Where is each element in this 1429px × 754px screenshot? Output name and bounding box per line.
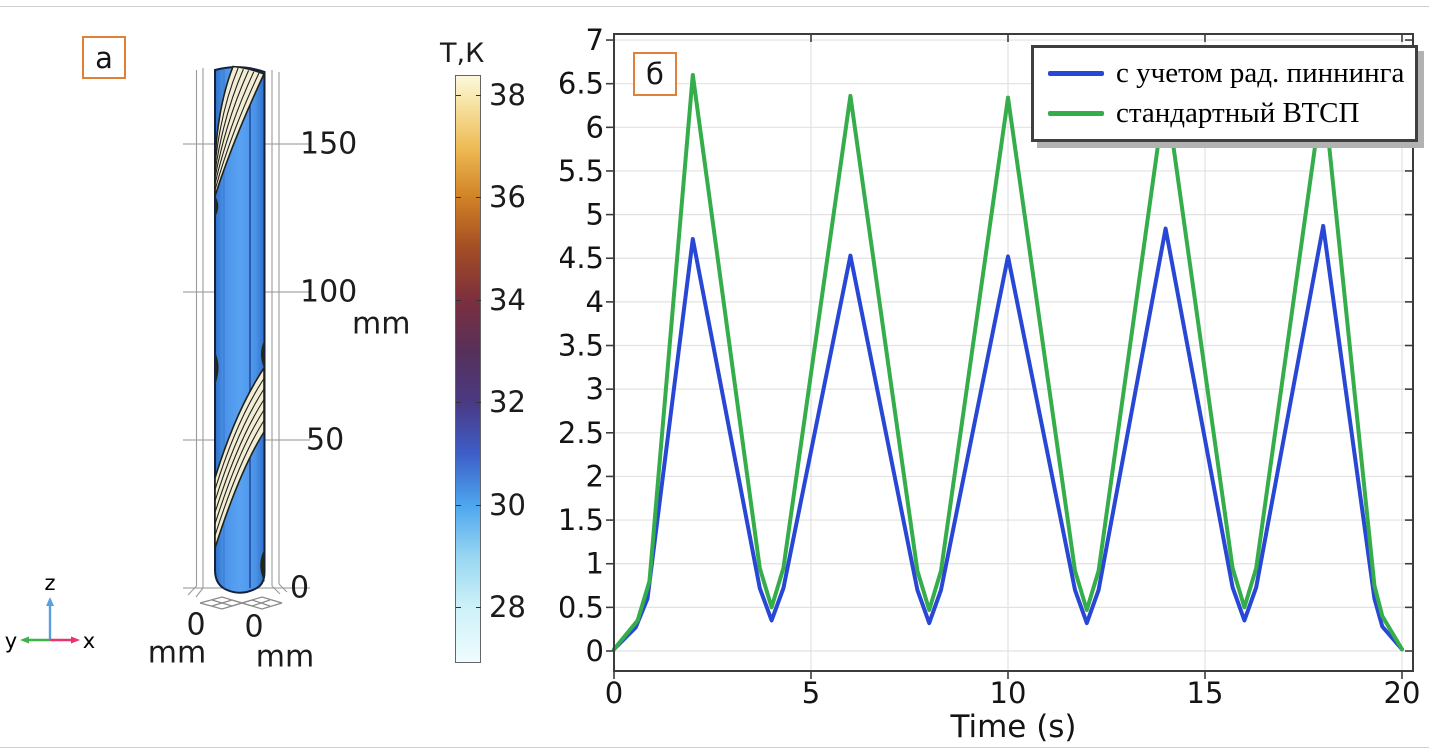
y-tick-label: 2.5 — [560, 416, 604, 450]
colorbar-tick-mark — [476, 607, 481, 608]
triad-x-label: x — [83, 629, 95, 653]
series-line-standard — [612, 72, 1404, 652]
document-bottom-rule — [0, 747, 1429, 748]
legend-series-label: стандартный ВТСП — [1116, 97, 1360, 129]
y-tick-label: 7 — [586, 23, 604, 57]
base-mesh — [199, 596, 283, 610]
z-tick-0: 0 — [290, 570, 310, 606]
x-tick-label: 15 — [1187, 676, 1224, 710]
x-tick-label: 10 — [990, 676, 1027, 710]
helix-hidden-edges — [215, 196, 265, 582]
y-tick-label: 6.5 — [560, 67, 604, 101]
legend-line-swatch — [1048, 111, 1104, 116]
legend-row: с учетом рад. пиннинга — [1048, 57, 1415, 90]
y-axis-zero: 0 — [244, 609, 264, 645]
colorbar-tick-mark — [456, 607, 461, 608]
legend-series-label: с учетом рад. пиннинга — [1116, 57, 1405, 89]
z-axis-unit: mm — [352, 306, 411, 342]
x-axis-zero: 0 — [186, 607, 206, 643]
y-tick-label: 6 — [586, 110, 604, 144]
panel-b-label: б — [646, 57, 664, 91]
helix-tape-top — [214, 65, 266, 197]
colorbar-tick-label: 30 — [489, 487, 526, 522]
colorbar-tick-label: 28 — [489, 590, 526, 624]
panel-b-label-box: б — [633, 52, 677, 96]
y-tick-label: 5 — [586, 198, 604, 232]
triad-z-label: z — [44, 571, 55, 595]
panel-b-chart: 0 5 10 15 20 0 0.5 1 1.5 2 2.5 3 3.5 4 4.5 5 5.5 6 6.5 7 Tim… — [560, 0, 1429, 754]
x-tick-label: 20 — [1384, 676, 1421, 710]
x-tick-label: 5 — [802, 676, 820, 710]
colorbar-tick-label: 38 — [489, 78, 526, 112]
colorbar-gradient — [455, 75, 481, 663]
chart-legend: с учетом рад. пиннинга стандартный ВТСП — [1031, 45, 1418, 142]
colorbar-tick-mark — [476, 504, 481, 506]
x-axis-label: Time (s) — [949, 709, 1076, 745]
colorbar-tick-mark — [476, 197, 481, 199]
z-tick-100: 100 — [300, 274, 358, 310]
series-line-pinning — [612, 223, 1404, 652]
colorbar-tick-mark — [476, 402, 481, 404]
triad-y-label: y — [5, 629, 17, 653]
y-tick-label: 5.5 — [560, 154, 604, 188]
plot-frame — [613, 33, 1414, 672]
legend-line-swatch — [1048, 71, 1104, 76]
y-tick-label: 3.5 — [560, 329, 604, 363]
y-tick-label: 1.5 — [560, 503, 604, 537]
z-tick-50: 50 — [306, 422, 345, 458]
y-tick-label: 3 — [586, 372, 604, 406]
y-tick-label: 0.5 — [560, 590, 604, 624]
z-tick-150: 150 — [300, 126, 358, 162]
colorbar-tick-label: 34 — [489, 282, 526, 317]
colorbar-tick-mark — [456, 299, 461, 301]
legend-row: стандартный ВТСП — [1048, 97, 1415, 130]
x-axis-unit: mm — [147, 635, 207, 671]
colorbar-tick-mark — [456, 95, 461, 96]
chart-canvas: 0 5 10 15 20 0 0.5 1 1.5 2 2.5 3 3.5 4 4.5 5 5.5 6 6.5 7 Tim… — [560, 23, 1421, 745]
y-tick-label: 4 — [586, 285, 604, 319]
helix-tape-middle — [214, 365, 265, 549]
colorbar-tick-mark — [456, 504, 461, 506]
colorbar-tick-mark — [476, 95, 481, 96]
y-axis-unit: mm — [255, 639, 315, 675]
y-tick-label: 4.5 — [560, 241, 604, 275]
colorbar-title: Т,К — [440, 38, 485, 69]
panel-a-label: а — [95, 40, 113, 75]
x-tick-label: 0 — [605, 676, 623, 710]
colorbar-tick-label: 36 — [489, 180, 526, 215]
panel-a-label-box: а — [82, 36, 126, 79]
axis-triad: z y x — [5, 571, 95, 653]
wireframe-cylinder — [187, 68, 288, 598]
y-tick-label: 1 — [586, 547, 604, 581]
colorbar-tick-mark — [456, 402, 461, 404]
colorbar-tick-label: 32 — [489, 385, 526, 420]
y-tick-label: 0 — [586, 634, 604, 668]
y-tick-label: 2 — [586, 459, 604, 493]
panel-a-3d-model: z y x 150 100 50 0 mm 0 0 mm mm — [0, 0, 560, 754]
colorbar-tick-mark — [476, 299, 481, 301]
document-top-rule — [0, 6, 1429, 7]
colorbar-tick-mark — [456, 197, 461, 199]
model-canvas: z y x — [5, 65, 310, 653]
